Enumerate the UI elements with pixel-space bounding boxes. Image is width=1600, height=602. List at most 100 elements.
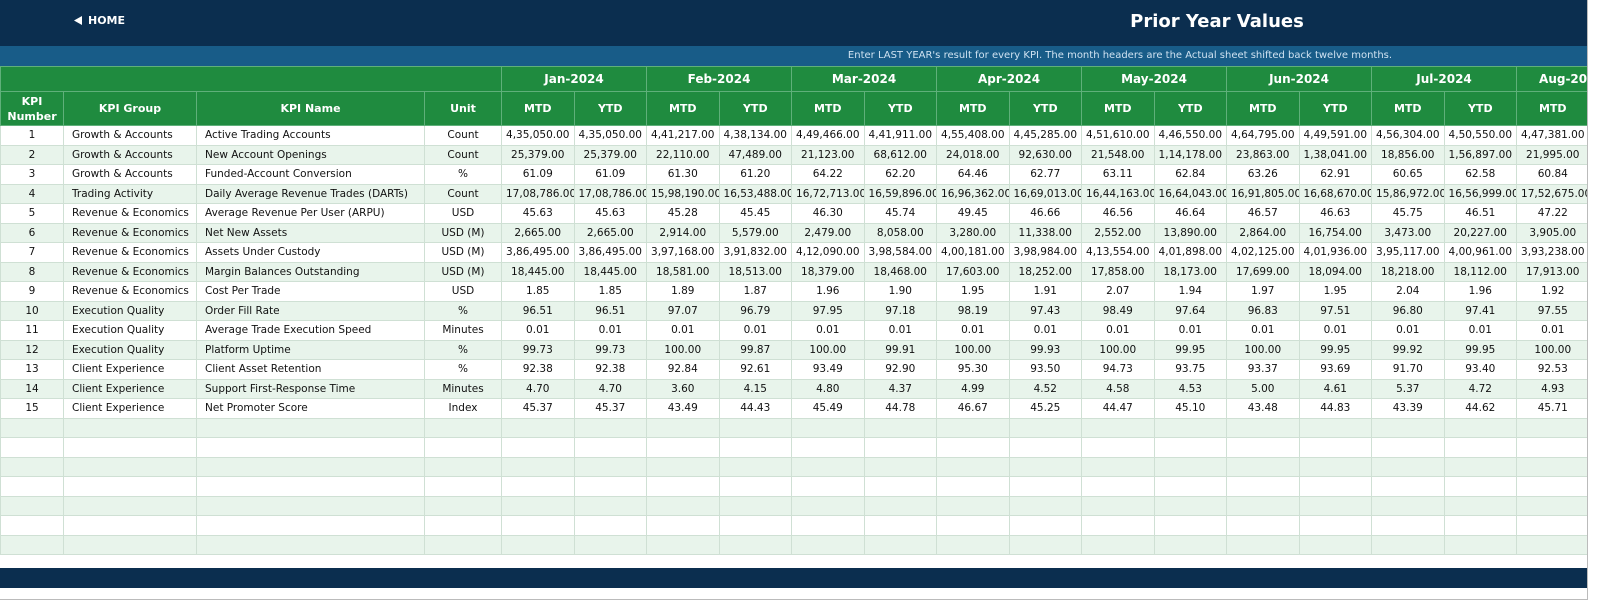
- unit: Minutes: [424, 320, 502, 341]
- value-cell: 47.22: [1516, 203, 1588, 224]
- empty-cell: [646, 456, 720, 477]
- data-row: 14 Client Experience Support First-Respons…: [0, 378, 1588, 399]
- empty-cell: [936, 456, 1010, 477]
- kpi-name: Platform Uptime: [196, 339, 425, 360]
- value-cell: 97.18: [863, 300, 938, 321]
- value-cell: 18,513.00: [718, 261, 793, 282]
- value-cell: 99.91: [863, 339, 938, 360]
- value-cell: 3,98,584.00: [863, 242, 938, 263]
- empty-cell: [863, 515, 938, 536]
- value-cell: 46.64: [1153, 203, 1228, 224]
- empty-cell: [1153, 417, 1228, 438]
- empty-cell: [863, 417, 938, 438]
- value-cell: 5.37: [1371, 378, 1445, 399]
- page-title: Prior Year Values: [1130, 11, 1304, 32]
- kpi-name: Support First-Response Time: [196, 378, 425, 399]
- empty-cell: [0, 515, 64, 536]
- empty-cell: [791, 417, 865, 438]
- value-cell: 96.51: [573, 300, 648, 321]
- sub-header: YTD: [718, 91, 793, 126]
- empty-cell: [63, 534, 197, 555]
- kpi-name: Funded-Account Conversion: [196, 164, 425, 185]
- kpi-number: 6: [0, 222, 64, 243]
- value-cell: 44.78: [863, 398, 938, 419]
- value-cell: 62.77: [1008, 164, 1083, 185]
- empty-row: [0, 437, 1588, 458]
- value-cell: 18,581.00: [646, 261, 720, 282]
- value-cell: 46.56: [1081, 203, 1155, 224]
- value-cell: 4,41,217.00: [646, 125, 720, 146]
- value-cell: 3,86,495.00: [573, 242, 648, 263]
- empty-cell: [1008, 534, 1083, 555]
- column-header: KPI Group: [63, 91, 197, 126]
- value-cell: 1,38,041.00: [1298, 144, 1373, 165]
- value-cell: 0.01: [646, 320, 720, 341]
- value-cell: 46.67: [936, 398, 1010, 419]
- data-row: 4 Trading Activity Daily Average Revenue T…: [0, 183, 1588, 204]
- empty-cell: [1371, 534, 1445, 555]
- data-row: 11 Execution Quality Average Trade Executi…: [0, 320, 1588, 341]
- value-cell: 100.00: [1226, 339, 1300, 360]
- value-cell: 92.61: [718, 359, 793, 380]
- unit: USD (M): [424, 222, 502, 243]
- value-cell: 25,379.00: [501, 144, 575, 165]
- empty-cell: [1516, 417, 1588, 438]
- kpi-number: 9: [0, 281, 64, 302]
- value-cell: 92.53: [1516, 359, 1588, 380]
- unit: Count: [424, 183, 502, 204]
- empty-cell: [863, 534, 938, 555]
- kpi-group: Execution Quality: [63, 339, 197, 360]
- empty-cell: [1081, 495, 1155, 516]
- value-cell: 61.09: [501, 164, 575, 185]
- empty-cell: [863, 476, 938, 497]
- empty-cell: [573, 417, 648, 438]
- value-cell: 5,579.00: [718, 222, 793, 243]
- value-cell: 45.28: [646, 203, 720, 224]
- empty-cell: [1226, 495, 1300, 516]
- value-cell: 97.51: [1298, 300, 1373, 321]
- back-icon: [74, 16, 82, 25]
- value-cell: 49.45: [936, 203, 1010, 224]
- value-cell: 3,93,238.00: [1516, 242, 1588, 263]
- empty-cell: [936, 534, 1010, 555]
- value-cell: 2.04: [1371, 281, 1445, 302]
- sub-header: MTD: [1371, 91, 1445, 126]
- value-cell: 93.50: [1008, 359, 1083, 380]
- value-cell: 1.85: [573, 281, 648, 302]
- value-cell: 99.73: [573, 339, 648, 360]
- empty-cell: [573, 495, 648, 516]
- month-header: Apr-2024: [936, 66, 1083, 92]
- value-cell: 43.49: [646, 398, 720, 419]
- value-cell: 16,64,043.00: [1153, 183, 1228, 204]
- value-cell: 3,98,984.00: [1008, 242, 1083, 263]
- empty-row: [0, 534, 1588, 555]
- empty-cell: [63, 476, 197, 497]
- unit: USD: [424, 281, 502, 302]
- value-cell: 16,53,488.00: [718, 183, 793, 204]
- value-cell: 94.73: [1081, 359, 1155, 380]
- kpi-group: Growth & Accounts: [63, 144, 197, 165]
- empty-cell: [1081, 515, 1155, 536]
- empty-cell: [718, 476, 793, 497]
- unit: USD: [424, 203, 502, 224]
- empty-cell: [424, 437, 502, 458]
- data-row: 7 Revenue & Economics Assets Under Custody…: [0, 242, 1588, 263]
- empty-cell: [1443, 476, 1518, 497]
- value-cell: 18,468.00: [863, 261, 938, 282]
- empty-cell: [1153, 515, 1228, 536]
- value-cell: 45.10: [1153, 398, 1228, 419]
- value-cell: 95.30: [936, 359, 1010, 380]
- value-cell: 3.60: [646, 378, 720, 399]
- empty-cell: [1298, 534, 1373, 555]
- home-button[interactable]: HOME: [74, 14, 125, 27]
- value-cell: 0.01: [1008, 320, 1083, 341]
- empty-cell: [646, 495, 720, 516]
- value-cell: 13,890.00: [1153, 222, 1228, 243]
- home-label[interactable]: HOME: [88, 14, 126, 27]
- value-cell: 4,38,134.00: [718, 125, 793, 146]
- value-cell: 93.69: [1298, 359, 1373, 380]
- value-cell: 0.01: [1443, 320, 1518, 341]
- empty-cell: [1008, 417, 1083, 438]
- value-cell: 46.66: [1008, 203, 1083, 224]
- empty-cell: [1008, 456, 1083, 477]
